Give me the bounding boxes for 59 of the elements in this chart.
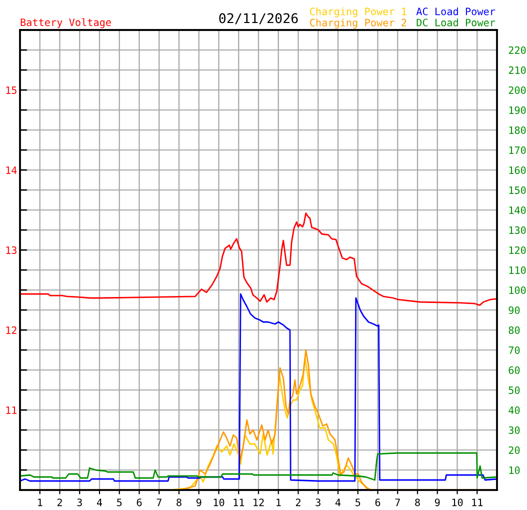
x-tick-label: 3	[77, 498, 82, 506]
y2-tick-label: 110	[509, 266, 526, 274]
y2-tick-label: 190	[509, 106, 526, 114]
x-tick-label: 7	[395, 498, 400, 506]
y2-tick-label: 100	[509, 286, 526, 294]
x-tick-label: 5	[356, 498, 360, 506]
line-series	[20, 452, 497, 481]
text: DC Load Power	[416, 18, 496, 26]
x-tick-label: 6	[375, 498, 380, 506]
x-tick-label: 11	[472, 498, 483, 506]
line-series	[20, 212, 497, 306]
x-tick-label: 5	[117, 498, 122, 506]
y2-tick-label: 130	[509, 226, 526, 234]
text: Charging Power 2	[310, 18, 406, 28]
x-tick-label: 6	[136, 498, 142, 506]
x-tick-label: 8	[176, 498, 182, 506]
y2-tick-label: 50	[508, 386, 520, 394]
x-tick-label: 9	[434, 498, 440, 506]
y2-tick-label: 220	[508, 46, 526, 54]
text: Charging Power 1	[310, 7, 406, 18]
x-tick-label: 8	[415, 498, 420, 506]
y-tick-label: 15	[6, 86, 16, 94]
y2-tick-label: 200	[508, 86, 526, 94]
y2-tick-label: 170	[509, 146, 526, 154]
text: AC Load Power	[416, 7, 496, 16]
x-tick-label: 9	[196, 498, 202, 506]
x-tick-label: 2	[57, 498, 62, 506]
x-tick-label: 10	[452, 498, 463, 506]
y-tick-label: 12	[6, 326, 16, 334]
x-tick-label: 7	[156, 498, 162, 506]
y2-tick-label: 180	[509, 126, 526, 134]
x-tick-label: 1	[276, 498, 281, 506]
chart-title: 02/11/2026	[219, 13, 298, 24]
x-tick-label: 2	[296, 498, 300, 506]
y2-tick-label: 150	[509, 186, 526, 194]
y-tick-label: 11	[6, 406, 17, 414]
y2-tick-label: 140	[509, 206, 526, 214]
y2-tick-label: 30	[508, 426, 520, 434]
y-tick-label: 13	[6, 246, 16, 254]
x-tick-label: 1	[38, 498, 42, 506]
y2-tick-label: 80	[508, 326, 520, 334]
y2-tick-label: 20	[508, 446, 520, 454]
y2-tick-label: 210	[508, 66, 526, 74]
y-axis-title: Battery Voltage	[20, 18, 111, 28]
y2-tick-label: 70	[508, 346, 520, 354]
y2-tick-label: 10	[509, 466, 520, 474]
y2-tick-label: 120	[509, 246, 526, 254]
x-tick-label: 4	[335, 498, 341, 506]
x-tick-label: 3	[316, 498, 320, 506]
x-tick-label: 4	[96, 498, 102, 506]
x-tick-label: 11	[234, 498, 244, 506]
y2-tick-label: 90	[508, 306, 520, 314]
y-tick-label: 14	[6, 166, 17, 174]
y2-tick-label: 40	[508, 406, 520, 414]
x-tick-label: 10	[214, 498, 224, 506]
line-series	[20, 293, 497, 482]
y2-tick-label: 60	[508, 366, 520, 374]
y2-tick-label: 160	[509, 166, 526, 174]
x-tick-label: 12	[254, 498, 264, 506]
